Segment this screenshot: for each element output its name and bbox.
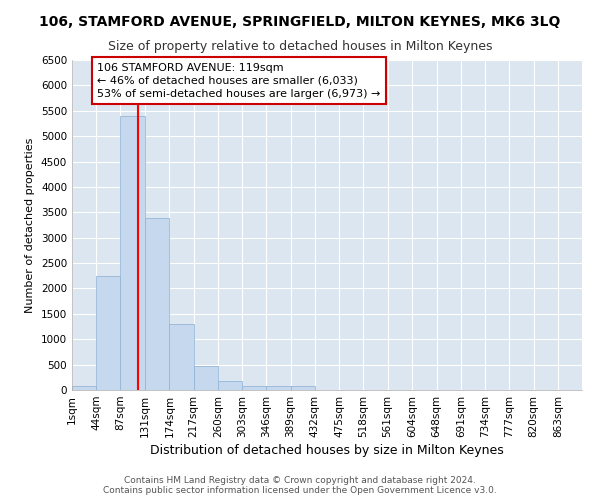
Bar bbox=[194, 366, 218, 390]
Bar bbox=[266, 386, 290, 390]
Bar bbox=[290, 386, 315, 390]
Bar bbox=[72, 386, 96, 390]
Bar bbox=[218, 381, 242, 390]
Bar bbox=[242, 386, 266, 390]
Text: 106 STAMFORD AVENUE: 119sqm
← 46% of detached houses are smaller (6,033)
53% of : 106 STAMFORD AVENUE: 119sqm ← 46% of det… bbox=[97, 62, 381, 99]
Text: Size of property relative to detached houses in Milton Keynes: Size of property relative to detached ho… bbox=[108, 40, 492, 53]
Text: 106, STAMFORD AVENUE, SPRINGFIELD, MILTON KEYNES, MK6 3LQ: 106, STAMFORD AVENUE, SPRINGFIELD, MILTO… bbox=[40, 15, 560, 29]
X-axis label: Distribution of detached houses by size in Milton Keynes: Distribution of detached houses by size … bbox=[150, 444, 504, 457]
Bar bbox=[145, 218, 169, 390]
Bar bbox=[169, 324, 194, 390]
Y-axis label: Number of detached properties: Number of detached properties bbox=[25, 138, 35, 312]
Bar bbox=[121, 116, 145, 390]
Text: Contains HM Land Registry data © Crown copyright and database right 2024.
Contai: Contains HM Land Registry data © Crown c… bbox=[103, 476, 497, 495]
Bar bbox=[96, 276, 121, 390]
